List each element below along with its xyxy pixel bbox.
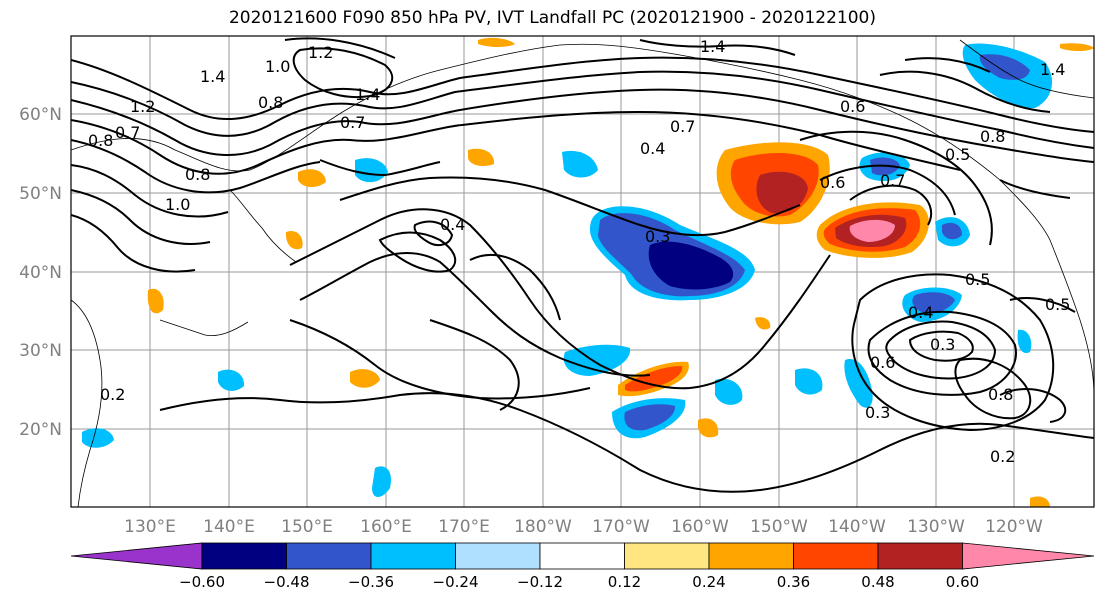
lat-label: 20°N: [19, 420, 62, 440]
contour-label: 1.0: [165, 195, 190, 214]
contour-label: 1.0: [265, 57, 290, 76]
lon-label: 130°W: [907, 517, 965, 537]
colorbar-tick: −0.48: [264, 573, 310, 591]
contour-label: 0.2: [100, 385, 125, 404]
map-frame: [70, 35, 1095, 508]
contour-label: 0.7: [115, 123, 140, 142]
contour-label: 0.7: [670, 117, 695, 136]
lat-label: 50°N: [19, 184, 62, 204]
contour-label: 0.4: [640, 139, 665, 158]
map-title: 2020121600 F090 850 hPa PV, IVT Landfall…: [228, 8, 876, 28]
contour-label: 0.5: [945, 145, 970, 164]
colorbar-segment: [877, 542, 963, 570]
contour-label: 0.7: [340, 113, 365, 132]
latitude-labels: 60°N 50°N 40°N 30°N 20°N: [19, 105, 62, 440]
contour-label: 0.7: [880, 171, 905, 190]
contour-label: 1.4: [200, 67, 225, 86]
coastlines: [71, 39, 1094, 507]
contour-label: 0.3: [865, 403, 890, 422]
contour-label: 0.8: [988, 385, 1013, 404]
contour-label: 1.2: [308, 43, 333, 62]
colorbar-segment: [624, 542, 710, 570]
contour-label: 0.3: [930, 335, 955, 354]
colorbar-segment: [70, 542, 203, 570]
colorbar-tick: −0.12: [517, 573, 563, 591]
colorbar-segment: [708, 542, 794, 570]
contour-label: 1.4: [355, 85, 380, 104]
colorbar-segment: [793, 542, 879, 570]
colorbar-segment: [455, 542, 541, 570]
lon-label: 140°E: [203, 517, 255, 537]
colorbar-tick: 0.48: [861, 573, 894, 591]
colorbar-tick: −0.60: [179, 573, 225, 591]
filled-anomalies: [82, 37, 1094, 507]
contour-label: 0.3: [645, 227, 670, 246]
contour-lines: [71, 37, 1094, 493]
colorbar-ticks: −0.60 −0.48 −0.36 −0.24 −0.12 0.12 0.24 …: [179, 573, 979, 591]
colorbar: [70, 542, 1095, 570]
colorbar-segment: [201, 542, 287, 570]
colorbar-tick: −0.24: [433, 573, 479, 591]
lon-label: 160°W: [671, 517, 729, 537]
contour-label: 1.4: [700, 37, 725, 56]
colorbar-segment: [539, 542, 625, 570]
contour-label: 0.8: [258, 93, 283, 112]
longitude-labels: 130°E 140°E 150°E 160°E 170°E 180°W 170°…: [124, 517, 1043, 537]
colorbar-segment: [286, 542, 372, 570]
contour-label: 0.8: [88, 131, 113, 150]
lon-label: 150°W: [750, 517, 808, 537]
lon-label: 150°E: [281, 517, 333, 537]
contour-label: 1.4: [1040, 60, 1065, 79]
lon-label: 140°W: [828, 517, 886, 537]
colorbar-tick: 0.12: [608, 573, 641, 591]
lon-label: 170°W: [592, 517, 650, 537]
lat-label: 30°N: [19, 341, 62, 361]
lat-label: 60°N: [19, 105, 62, 125]
contour-label: 0.2: [990, 447, 1015, 466]
contour-label: 0.8: [980, 127, 1005, 146]
contour-label: 0.5: [1045, 295, 1070, 314]
colorbar-tick: 0.24: [692, 573, 725, 591]
lon-label: 170°E: [438, 517, 490, 537]
contour-label: 0.8: [185, 165, 210, 184]
lat-label: 40°N: [19, 263, 62, 283]
contour-label: 1.2: [130, 97, 155, 116]
contour-label: 0.6: [840, 97, 865, 116]
lon-label: 120°W: [985, 517, 1043, 537]
lon-label: 180°W: [514, 517, 572, 537]
contour-label: 0.5: [965, 270, 990, 289]
colorbar-tick: 0.60: [946, 573, 979, 591]
contour-label: 0.6: [820, 173, 845, 192]
contour-label: 0.6: [870, 353, 895, 372]
contour-labels: 1.4 1.2 1.0 0.8 0.7 1.2 0.8 1.4 0.7 0.7 …: [88, 37, 1070, 466]
colorbar-tick: 0.36: [777, 573, 810, 591]
colorbar-segment: [370, 542, 456, 570]
colorbar-tick: −0.36: [348, 573, 394, 591]
colorbar-segment: [962, 542, 1095, 570]
lon-label: 160°E: [360, 517, 412, 537]
contour-label: 0.4: [908, 303, 933, 322]
lon-label: 130°E: [124, 517, 176, 537]
contour-label: 0.4: [440, 215, 465, 234]
